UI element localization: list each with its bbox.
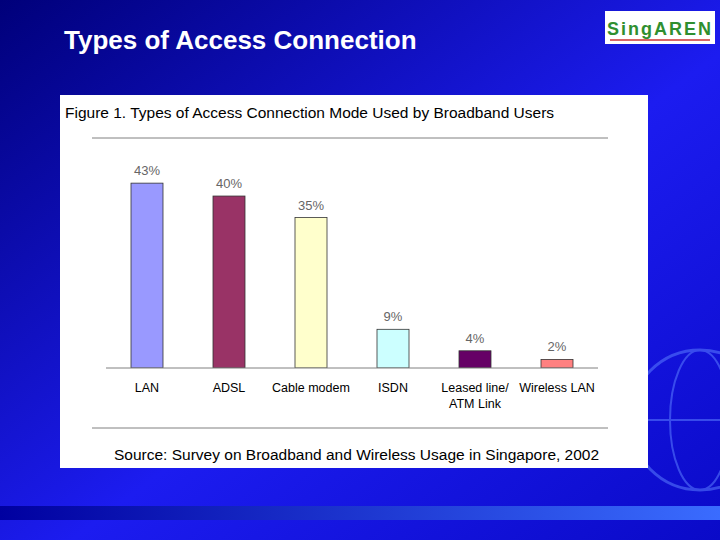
tick-label-line: ATM Link	[449, 397, 502, 411]
labels: 43% LAN 40% ADSL 35% Cable modem 9% ISDN 4% Lease…	[134, 163, 595, 411]
logo: SingAREN	[607, 19, 713, 39]
bottom-band	[0, 506, 720, 520]
chart-title: Figure 1. Types of Access Connection Mod…	[65, 104, 554, 121]
source: Source: Survey on Broadband and Wireless…	[114, 446, 599, 463]
data-label: 40%	[216, 176, 242, 191]
baseline	[106, 368, 598, 369]
chart-panel	[60, 95, 648, 468]
source-rule	[92, 428, 608, 429]
bar	[459, 351, 491, 368]
tick-label: Wireless LAN	[519, 381, 595, 395]
slide: Types of Access Connection SingAREN Figure…	[0, 0, 720, 540]
bar	[295, 218, 327, 368]
data-label: 43%	[134, 163, 160, 178]
logo-box	[605, 11, 715, 44]
tick-label: Leased line/ATM Link	[441, 381, 509, 411]
bar	[213, 196, 245, 368]
data-label: 4%	[466, 331, 485, 346]
data-label: 2%	[548, 339, 567, 354]
tick-label: ADSL	[213, 381, 246, 395]
slide-title: Types of Access Connection	[64, 25, 417, 55]
logo-underline	[610, 39, 710, 41]
tick-label: LAN	[135, 381, 159, 395]
tick-label: Cable modem	[272, 381, 350, 395]
bar	[377, 329, 409, 368]
bar	[131, 183, 163, 368]
tick-label: ISDN	[378, 381, 408, 395]
bars	[131, 183, 573, 368]
tick-label-line: Leased line/	[441, 381, 509, 395]
bar	[541, 359, 573, 368]
data-label: 35%	[298, 198, 324, 213]
range-top-line	[92, 138, 608, 139]
background	[0, 0, 720, 540]
root: Types of Access Connection SingAREN Figure…	[0, 0, 720, 540]
data-label: 9%	[384, 309, 403, 324]
